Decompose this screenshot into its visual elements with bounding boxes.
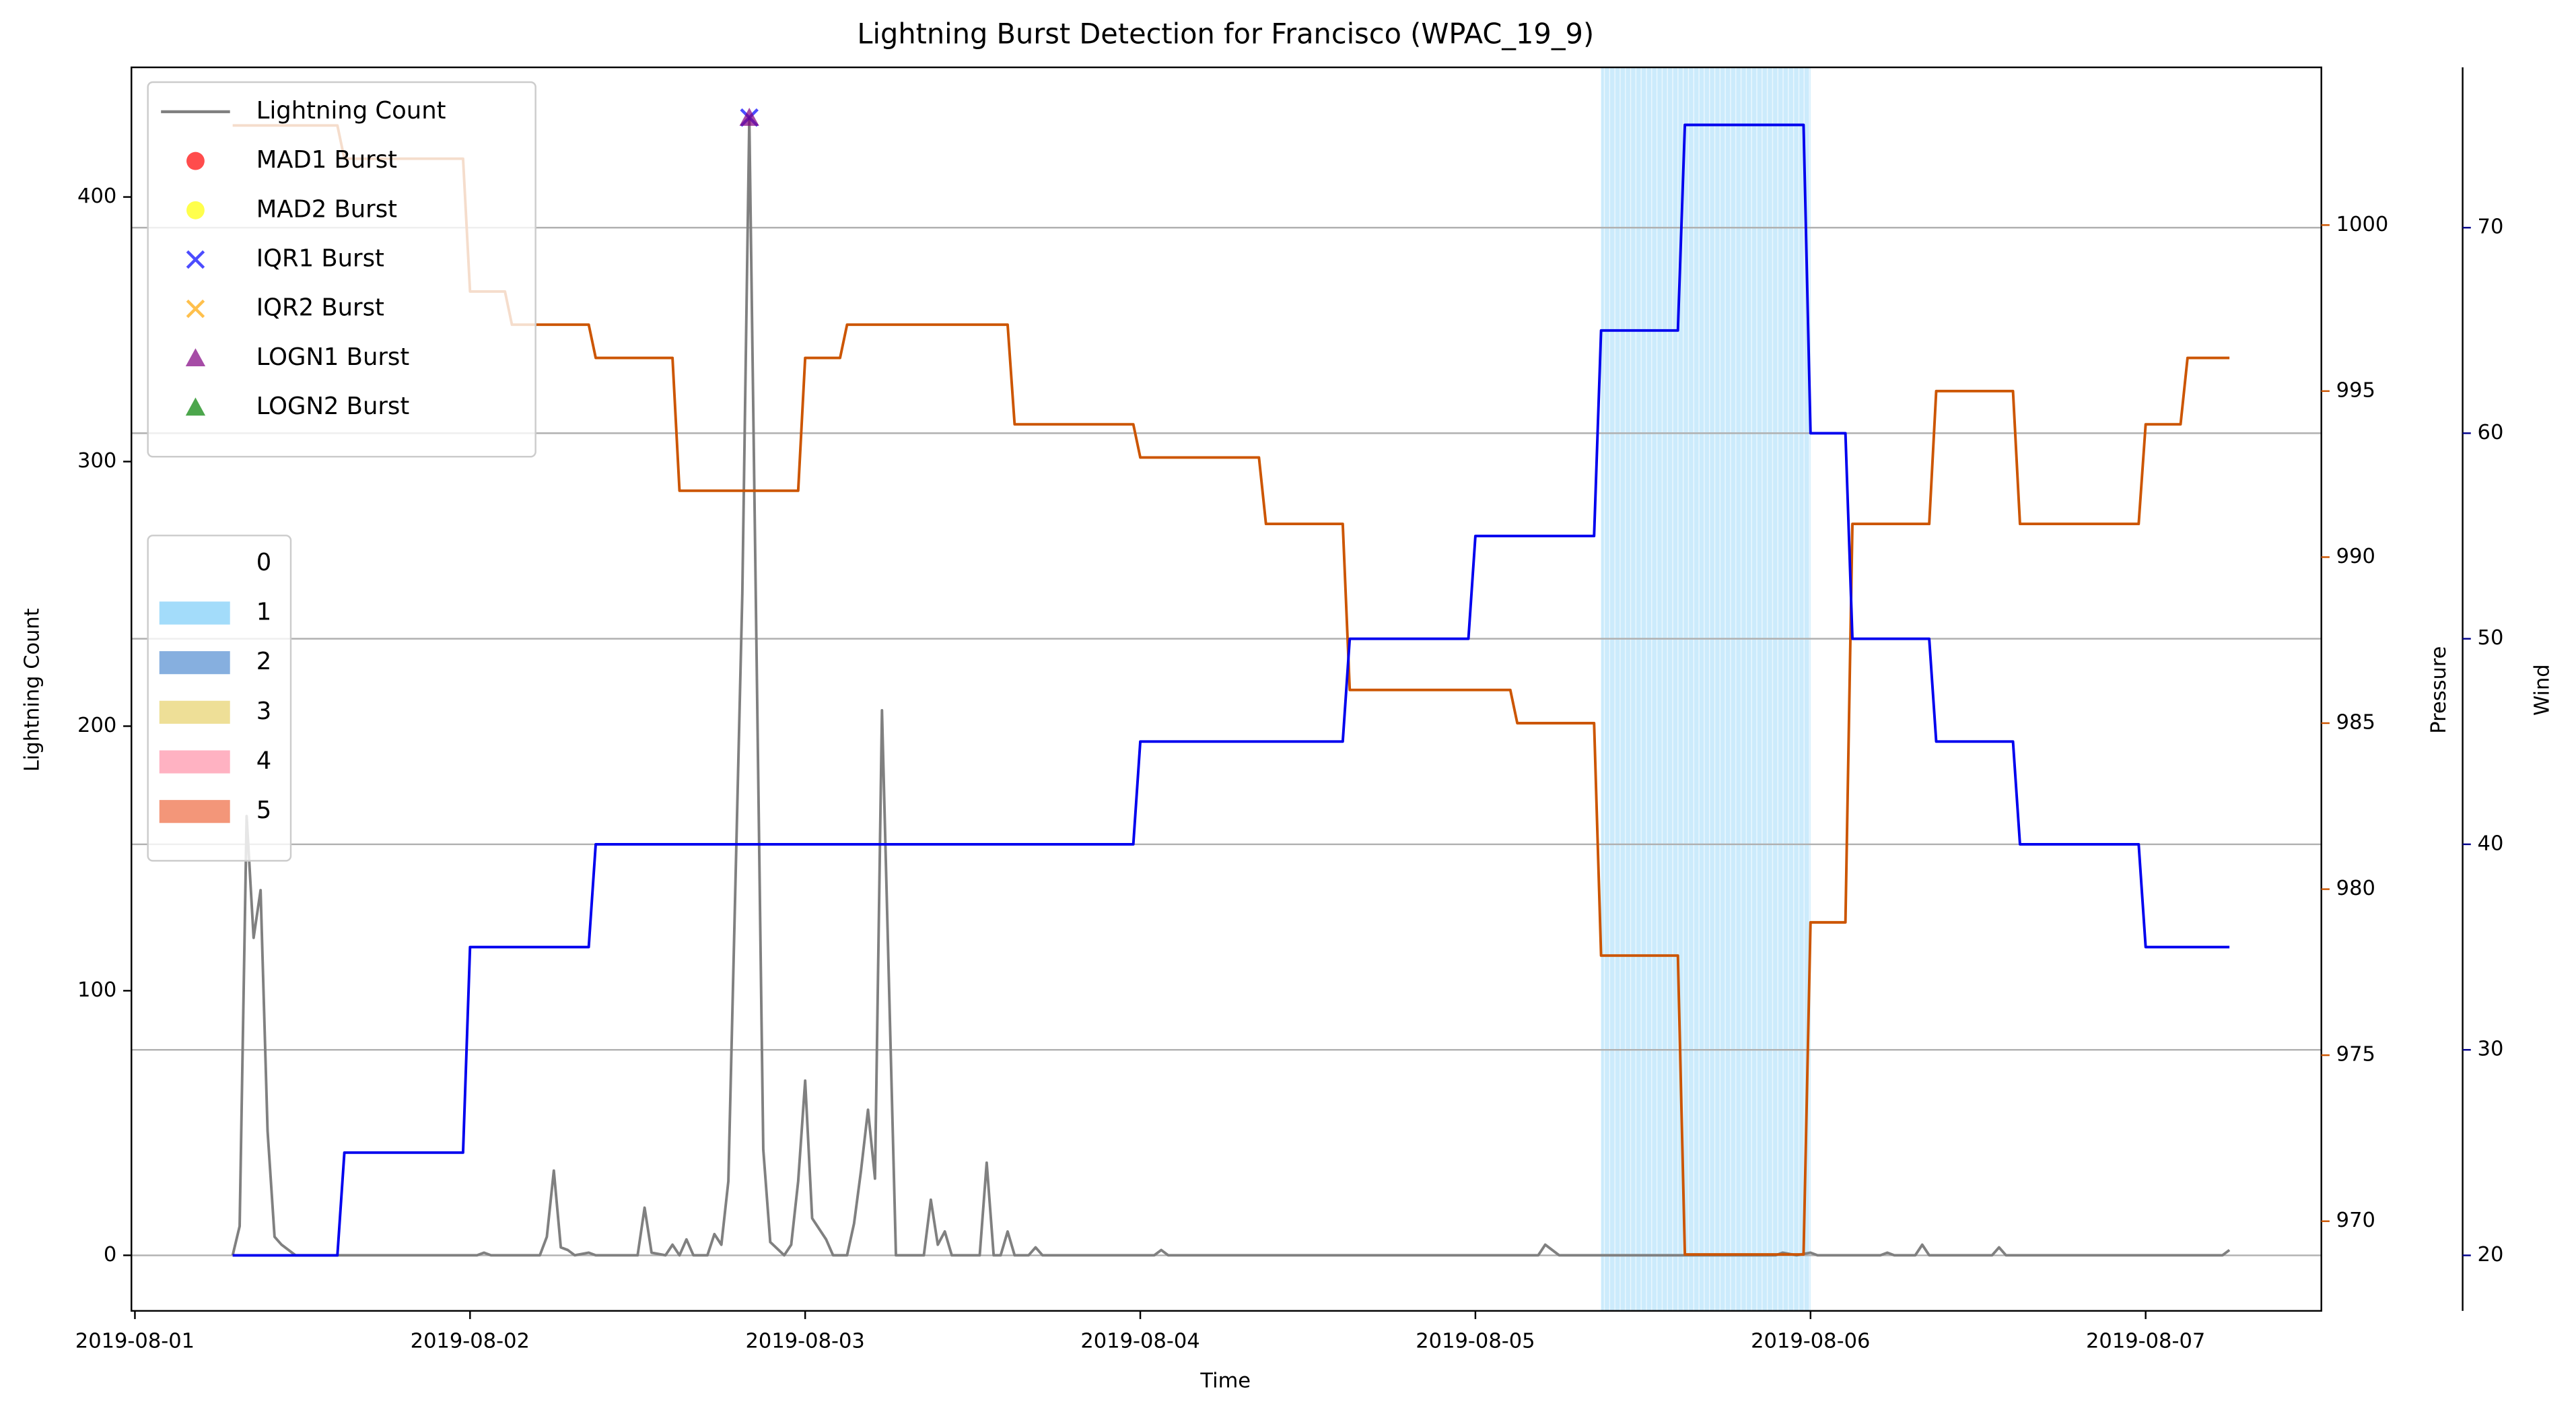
x-axis-label: Time: [1199, 1369, 1251, 1392]
x-tick-label: 2019-08-06: [1751, 1330, 1870, 1353]
legend-patch: [159, 551, 230, 575]
burst-marker: [186, 299, 205, 318]
y3-tick-label: 70: [2478, 215, 2504, 239]
legend-label: 4: [256, 747, 272, 775]
x-tick-label: 2019-08-05: [1416, 1330, 1535, 1353]
y-tick-label: 300: [77, 449, 116, 473]
y2-tick-label: 985: [2336, 710, 2375, 734]
legend-label: Lightning Count: [256, 97, 446, 125]
legend-box: [147, 81, 536, 458]
y2-tick-label: 975: [2336, 1043, 2375, 1067]
legend-label: MAD2 Burst: [256, 195, 397, 223]
burst-marker: [186, 151, 205, 170]
legend-label: IQR1 Burst: [256, 244, 384, 272]
x-tick-label: 2019-08-04: [1080, 1330, 1199, 1353]
y2-tick-label: 980: [2336, 877, 2375, 900]
x-tick-label: 2019-08-02: [411, 1330, 530, 1353]
y-tick-label: 100: [77, 978, 116, 1002]
y3-tick-label: 60: [2478, 421, 2504, 444]
legend-label: LOGN1 Burst: [256, 343, 410, 371]
legend-label: 5: [256, 797, 272, 824]
legend-label: 0: [256, 549, 272, 576]
y3-tick-label: 40: [2478, 832, 2504, 855]
y2-tick-label: 970: [2336, 1209, 2375, 1232]
burst-marker: [185, 397, 206, 416]
y2-tick-label: 995: [2336, 378, 2375, 402]
series-line: [232, 124, 2230, 1256]
y-tick-label: 200: [77, 714, 116, 737]
series-line: [232, 123, 2230, 1257]
shaded-span: [1601, 67, 1811, 1311]
y3-tick-label: 50: [2478, 626, 2504, 650]
legend-label: IQR2 Burst: [256, 294, 384, 322]
legend-label: 2: [256, 648, 272, 675]
y3-axis-label: Wind: [2531, 664, 2554, 716]
legend-patch: [159, 750, 230, 774]
burst-marker: [186, 250, 205, 269]
plot-frame: [131, 66, 2322, 1312]
y2-tick-label: 1000: [2336, 213, 2389, 236]
burst-marker: [185, 348, 206, 367]
legend-label: 3: [256, 698, 272, 725]
plot-data: [231, 108, 2231, 1257]
legend-label: 1: [256, 598, 272, 626]
y-tick-label: 0: [104, 1243, 116, 1267]
chart-title: Lightning Burst Detection for Francisco …: [857, 18, 1594, 50]
y3-tick-label: 30: [2478, 1038, 2504, 1061]
spans: [1601, 67, 1811, 1311]
burst-marker: [739, 108, 759, 126]
legend-label: MAD1 Burst: [256, 146, 397, 174]
y-axis-label: Lightning Count: [20, 608, 44, 772]
y2-axis-label: Pressure: [2427, 646, 2451, 734]
legend-patch: [159, 601, 230, 625]
y-tick-label: 400: [77, 184, 116, 208]
axes: 2019-08-01 2019-08-02 2019-08-03 2019-08-04…: [75, 66, 2504, 1353]
series-line: [231, 116, 2231, 1257]
y2-tick-label: 990: [2336, 545, 2375, 568]
legend: Lightning Count MAD1 Burst MAD2 Burst IQR1 …: [147, 81, 536, 862]
x-tick-label: 2019-08-03: [746, 1330, 865, 1353]
legend-patch: [159, 700, 230, 724]
x-tick-label: 2019-08-07: [2086, 1330, 2205, 1353]
burst-marker: [186, 201, 205, 220]
legend-patch: [159, 800, 230, 823]
legend-patch: [159, 651, 230, 675]
x-tick-label: 2019-08-01: [75, 1330, 195, 1353]
y3-tick-label: 20: [2478, 1243, 2504, 1267]
legend-label: LOGN2 Burst: [256, 393, 410, 420]
